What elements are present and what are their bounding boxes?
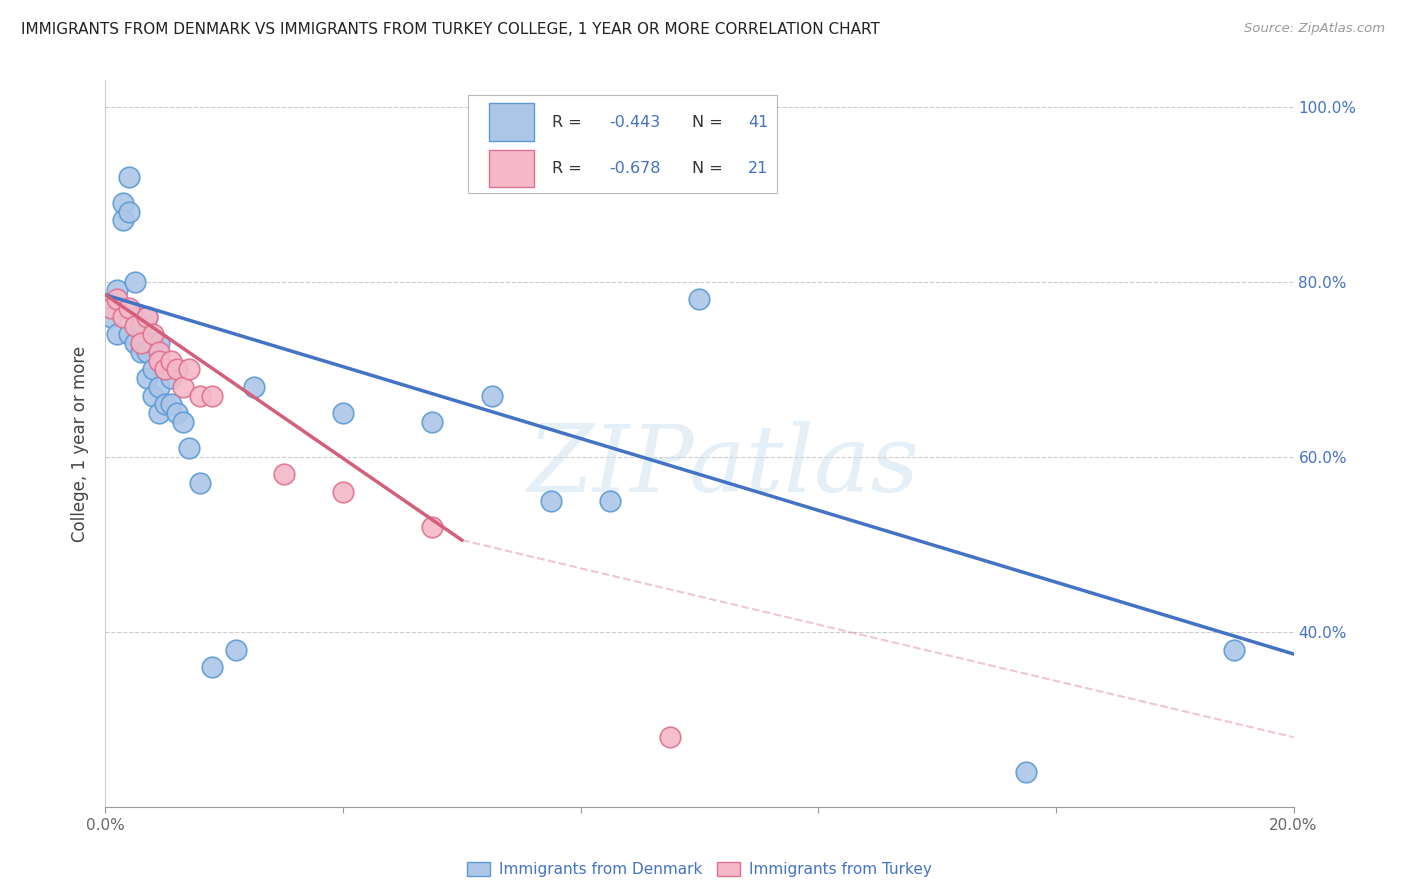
Point <box>689 292 711 306</box>
Point <box>166 406 188 420</box>
Point <box>172 415 194 429</box>
Point <box>142 388 165 402</box>
Point <box>332 406 354 420</box>
Text: ZIPatlas: ZIPatlas <box>527 421 920 510</box>
Point <box>118 301 141 315</box>
Point <box>118 327 141 342</box>
Point <box>148 336 170 351</box>
Point <box>153 362 176 376</box>
Point <box>105 292 128 306</box>
Point <box>100 310 122 324</box>
Point <box>420 520 443 534</box>
Point <box>148 406 170 420</box>
Point <box>273 467 295 482</box>
Text: -0.678: -0.678 <box>609 161 661 176</box>
Point <box>166 362 188 376</box>
Point <box>112 195 135 210</box>
Point <box>148 353 170 368</box>
Point <box>159 397 181 411</box>
Point <box>124 310 146 324</box>
Point <box>105 327 128 342</box>
Point <box>142 327 165 342</box>
Text: R =: R = <box>553 115 588 130</box>
Point <box>177 441 200 455</box>
Point <box>142 336 165 351</box>
Text: 21: 21 <box>748 161 769 176</box>
Y-axis label: College, 1 year or more: College, 1 year or more <box>72 346 90 541</box>
Text: Source: ZipAtlas.com: Source: ZipAtlas.com <box>1244 22 1385 36</box>
Point <box>118 204 141 219</box>
Point <box>420 415 443 429</box>
Point <box>124 275 146 289</box>
Point <box>129 344 152 359</box>
Text: IMMIGRANTS FROM DENMARK VS IMMIGRANTS FROM TURKEY COLLEGE, 1 YEAR OR MORE CORREL: IMMIGRANTS FROM DENMARK VS IMMIGRANTS FR… <box>21 22 880 37</box>
Point <box>243 380 266 394</box>
Text: N =: N = <box>692 161 728 176</box>
Point <box>201 660 224 674</box>
Point <box>332 485 354 500</box>
Text: N =: N = <box>692 115 728 130</box>
Point <box>190 388 212 402</box>
FancyBboxPatch shape <box>489 103 534 141</box>
Point <box>148 380 170 394</box>
Point <box>225 642 247 657</box>
Point <box>136 310 159 324</box>
Point <box>177 362 200 376</box>
Point <box>159 353 181 368</box>
Point <box>129 336 152 351</box>
Point <box>153 362 176 376</box>
Point <box>129 318 152 333</box>
Point <box>1015 765 1038 780</box>
Point <box>481 388 503 402</box>
Point <box>148 344 170 359</box>
FancyBboxPatch shape <box>468 95 776 193</box>
Text: 41: 41 <box>748 115 769 130</box>
Point <box>153 397 176 411</box>
Point <box>172 380 194 394</box>
Point <box>124 336 146 351</box>
FancyBboxPatch shape <box>489 150 534 187</box>
Point <box>136 310 159 324</box>
Point <box>105 284 128 298</box>
Text: R =: R = <box>553 161 588 176</box>
Point <box>540 493 562 508</box>
Point <box>201 388 224 402</box>
Point <box>658 730 681 744</box>
Point <box>124 318 146 333</box>
Point <box>190 476 212 491</box>
Point <box>118 169 141 184</box>
Point <box>1223 642 1246 657</box>
Point <box>100 301 122 315</box>
Point <box>159 371 181 385</box>
Legend: Immigrants from Denmark, Immigrants from Turkey: Immigrants from Denmark, Immigrants from… <box>461 855 938 883</box>
Point <box>136 344 159 359</box>
Point <box>112 310 135 324</box>
Point <box>142 362 165 376</box>
Point <box>136 371 159 385</box>
Text: -0.443: -0.443 <box>609 115 661 130</box>
Point <box>599 493 621 508</box>
Point <box>112 213 135 227</box>
